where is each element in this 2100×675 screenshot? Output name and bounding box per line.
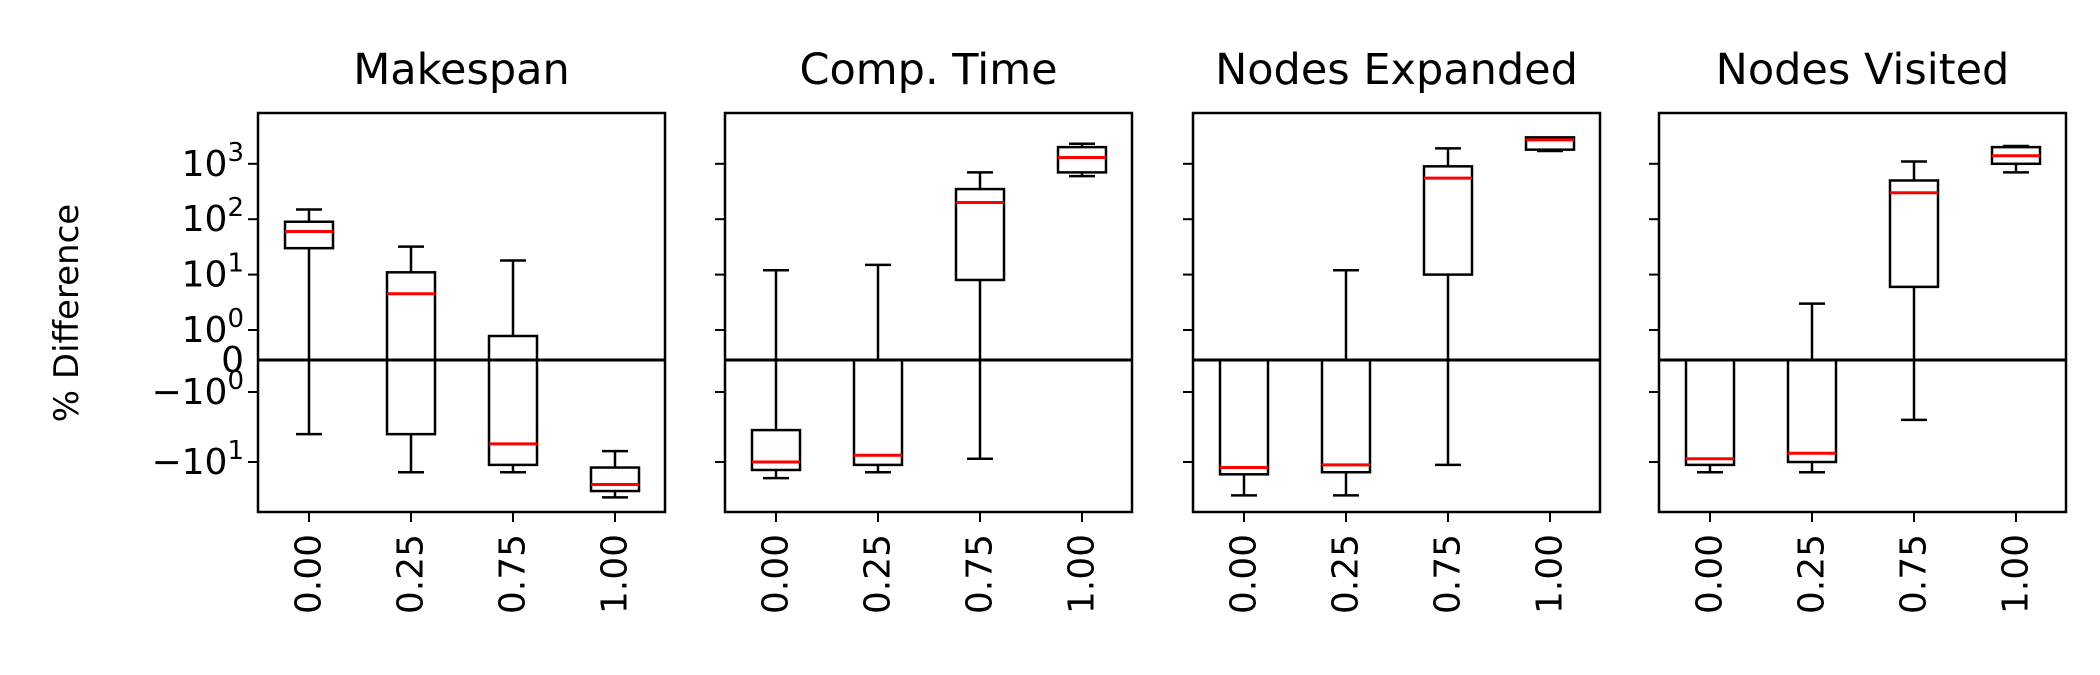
iqr-box [1684, 358, 1736, 467]
iqr-box [1056, 145, 1108, 174]
data-marks [258, 208, 665, 499]
data-marks [725, 142, 1132, 480]
panel: Nodes Visited 0.00 0.25 0.75 1.00 [1649, 45, 2068, 614]
panel-title: Nodes Visited [1716, 45, 2010, 95]
box-1.00 [1990, 144, 2042, 174]
box-0.75 [487, 259, 539, 474]
box-0.25 [852, 263, 904, 474]
box-0.75 [1888, 160, 1940, 422]
box-0.25 [385, 245, 437, 474]
iqr-box [1786, 358, 1838, 464]
x-tick-label: 0.00 [1224, 534, 1265, 614]
data-marks [1659, 144, 2066, 474]
panel-title: Makespan [353, 45, 570, 95]
x-tick-label: 0.25 [858, 534, 899, 614]
y-tick-label: 100 [182, 304, 244, 351]
axes-frame [723, 111, 1134, 514]
y-tick-label: −101 [151, 436, 244, 483]
panel-title: Comp. Time [799, 45, 1057, 95]
x-tick-label: 0.75 [960, 534, 1001, 614]
axes-frame [1657, 111, 2068, 514]
x-tick-label: 1.00 [1530, 534, 1571, 614]
iqr-box [283, 220, 335, 250]
box-0.25 [1786, 302, 1838, 474]
iqr-box [1218, 358, 1270, 476]
x-tick-label: 0.00 [1690, 534, 1731, 614]
y-tick-label: 102 [182, 193, 244, 240]
box-0.00 [1218, 358, 1270, 497]
axes-frame [256, 111, 667, 514]
data-marks [1193, 136, 1600, 497]
iqr-box [1888, 179, 1940, 289]
iqr-box [852, 358, 904, 467]
box-1.00 [1056, 142, 1108, 178]
box-0.00 [283, 208, 335, 436]
iqr-box [1422, 165, 1474, 276]
x-tick-label: 0.25 [1792, 534, 1833, 614]
iqr-box [750, 428, 802, 472]
box-0.75 [954, 171, 1006, 461]
axes-frame [1191, 111, 1602, 514]
panel: Comp. Time 0.00 0.25 0.75 1.00 [715, 45, 1134, 614]
x-tick-label: 1.00 [1062, 534, 1103, 614]
box-0.25 [1320, 268, 1372, 497]
box-1.00 [589, 449, 641, 499]
y-tick-label: 0 [221, 340, 244, 381]
iqr-box [487, 334, 539, 467]
iqr-box [1320, 358, 1372, 474]
x-tick-label: 0.25 [391, 534, 432, 614]
y-axis-label: % Difference [47, 204, 87, 422]
x-tick-label: 0.75 [493, 534, 534, 614]
iqr-box [1524, 136, 1576, 151]
iqr-box [589, 466, 641, 493]
x-tick-label: 0.00 [756, 534, 797, 614]
x-tick-label: 0.00 [289, 534, 330, 614]
box-0.75 [1422, 147, 1474, 467]
box-1.00 [1524, 136, 1576, 153]
x-tick-label: 1.00 [595, 534, 636, 614]
panel-title: Nodes Expanded [1215, 45, 1578, 95]
x-tick-label: 1.00 [1996, 534, 2037, 614]
box-0.00 [750, 268, 802, 480]
x-tick-label: 0.75 [1428, 534, 1469, 614]
x-tick-label: 0.25 [1326, 534, 1367, 614]
panel: Nodes Expanded 0.00 0.25 0.75 1.00 [1183, 45, 1602, 614]
iqr-box [954, 187, 1006, 282]
y-tick-label: 101 [182, 249, 244, 296]
y-tick-label: 103 [182, 138, 244, 185]
box-0.00 [1684, 358, 1736, 474]
iqr-box [385, 271, 437, 436]
x-tick-label: 0.75 [1894, 534, 1935, 614]
y-tick-label: −100 [151, 366, 244, 413]
